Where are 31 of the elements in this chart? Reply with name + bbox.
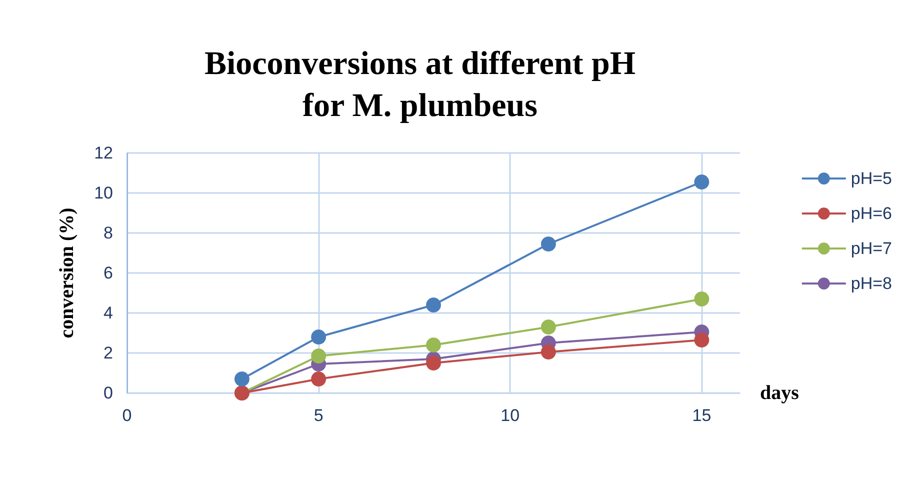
point xyxy=(311,372,326,386)
point xyxy=(540,320,556,334)
legend-label: pH=6 xyxy=(850,204,892,223)
x-tick-label: 5 xyxy=(314,406,324,425)
point xyxy=(694,292,710,306)
point xyxy=(234,372,250,386)
legend-label: pH=8 xyxy=(850,274,892,293)
point xyxy=(540,344,556,360)
y-tick-label: 2 xyxy=(104,344,113,362)
point xyxy=(694,332,710,348)
point xyxy=(311,348,326,364)
x-axis-title: days xyxy=(760,382,800,404)
point xyxy=(540,236,556,252)
y-tick-label: 8 xyxy=(104,224,113,242)
y-tick-label: 4 xyxy=(104,304,113,322)
point xyxy=(311,330,326,344)
chart-title: Bioconversions at different pH for M. plumbeus xyxy=(204,46,636,124)
point xyxy=(694,174,710,190)
x-tick-label: 0 xyxy=(122,406,132,425)
legend-label: pH=7 xyxy=(850,239,892,258)
y-axis-title: conversion (%) xyxy=(56,208,78,338)
x-tick-label: 15 xyxy=(692,406,712,425)
point xyxy=(426,338,441,352)
y-tick-label: 0 xyxy=(104,384,113,402)
y-tick-label: 6 xyxy=(104,264,113,282)
legend-label: pH=5 xyxy=(850,169,892,188)
x-tick-label: 10 xyxy=(500,406,520,425)
point xyxy=(426,298,441,312)
y-tick-label: 10 xyxy=(94,184,113,202)
y-tick-label: 12 xyxy=(94,144,113,162)
point xyxy=(426,356,441,370)
